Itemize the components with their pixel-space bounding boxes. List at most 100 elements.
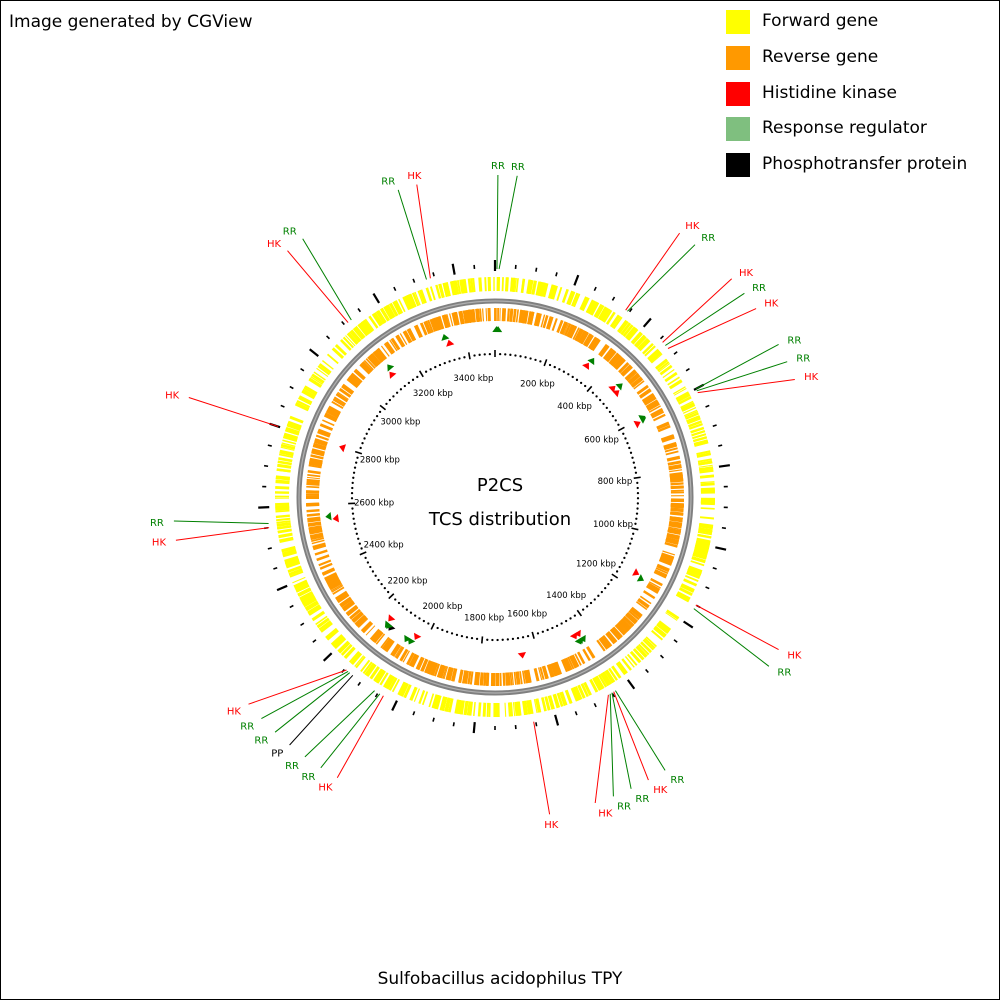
forward-gene-mark [360,659,371,673]
reverse-gene-mark [644,397,657,406]
reverse-gene-mark [340,598,352,607]
forward-gene-mark [463,700,469,716]
forward-gene-mark [448,698,454,713]
forward-gene-mark [527,699,533,715]
forward-gene-mark [665,609,680,620]
reverse-gene-mark [306,512,320,517]
forward-gene-mark [298,589,312,597]
outer-tick [554,714,560,726]
reverse-gene-mark [421,659,429,672]
forward-gene-mark [697,458,712,463]
hk-callout-line [662,278,733,343]
ruler-dot [387,590,390,594]
forward-gene-mark [401,683,409,697]
reverse-gene-mark [445,666,451,680]
forward-gene-mark [368,315,379,329]
ruler-dot [388,398,392,402]
forward-gene-mark [307,604,321,615]
forward-gene-mark [278,533,293,539]
forward-gene-mark [276,469,291,473]
rr-callout-label: RR [301,772,315,783]
hk-callout-label: HK [598,809,613,820]
forward-gene-mark [414,291,421,306]
feature-callouts: RR RRHKRRHKRRHKRRRRHKHKRRRRHKRRRRHKHKHKRR… [150,161,819,831]
rr-callout-label: RR [752,283,766,294]
outer-tick [628,308,633,313]
reverse-gene-mark [518,309,522,323]
ruler-dot [483,353,486,356]
hk-callout-line [667,308,757,349]
forward-gene-mark [317,618,330,629]
reverse-gene-mark [471,309,476,323]
forward-gene-mark [386,304,396,318]
outer-tick [555,272,558,277]
reverse-gene-mark [383,343,393,355]
forward-gene-mark [296,585,310,593]
reverse-gene-mark [307,521,322,527]
forward-gene-mark [698,460,713,464]
reverse-gene-mark [406,328,415,342]
ruler-dot [629,451,633,454]
reverse-gene-mark [526,669,530,684]
rr-callout-line [302,238,352,321]
ruler-dot [593,598,596,601]
forward-gene-mark [678,396,692,405]
hk-callout-label: HK [152,538,167,549]
outer-tick [374,693,379,698]
forward-gene-mark [321,360,334,370]
ruler-dot [443,361,446,365]
ruler-dot [422,619,426,623]
legend-swatch [726,117,750,141]
forward-gene-mark [585,299,595,314]
reverse-gene-mark [609,353,621,366]
forward-gene-mark [285,560,300,566]
ruler-dot [597,594,600,597]
forward-gene-mark [594,675,605,690]
outer-tick [712,567,717,570]
reverse-gene-mark [342,384,354,394]
forward-gene-mark [280,444,296,450]
reverse-gene-mark [648,405,661,413]
forward-gene-mark [659,364,673,376]
hk-marker [632,568,640,576]
forward-gene-mark [467,278,472,293]
legend-item-histidine-kinase: Histidine kinase [726,81,998,107]
reverse-gene-mark [347,606,359,617]
ruler-label: 1200 kbp [576,560,616,570]
reverse-gene-mark [586,646,596,659]
reverse-gene-mark [643,590,656,599]
reverse-gene-mark [369,628,381,641]
reverse-gene-mark [556,319,563,333]
hk-callout-line [175,527,270,541]
forward-gene-mark [536,281,543,296]
rr-callout-label: RR [796,354,810,365]
forward-gene-mark [695,539,711,546]
forward-gene-mark [282,549,297,555]
forward-gene-mark [511,277,514,292]
hk-callout-label: HK [787,650,802,661]
outer-tick [267,444,272,447]
forward-gene-mark [316,367,329,377]
forward-gene-mark [277,460,292,465]
ruler-dot [366,561,370,564]
reverse-gene-mark [665,538,679,546]
forward-gene-mark [512,702,516,717]
forward-gene-mark [598,674,607,688]
ruler-label: 2400 kbp [364,541,404,551]
ruler-dot [534,358,537,362]
forward-gene-mark [320,622,333,633]
ruler-dot [553,365,556,369]
reverse-gene-mark [342,600,354,610]
forward-gene-mark [445,697,451,712]
outer-tick [322,652,333,662]
forward-gene-mark [354,325,366,339]
forward-gene-mark [613,316,623,330]
ruler-dot [498,352,502,356]
outer-tick [645,668,649,673]
forward-gene-mark [387,676,396,690]
forward-gene-mark [642,342,654,355]
outer-tick [264,464,269,468]
forward-gene-mark [627,653,638,666]
forward-gene-mark [406,294,415,309]
forward-gene-mark [326,353,339,365]
